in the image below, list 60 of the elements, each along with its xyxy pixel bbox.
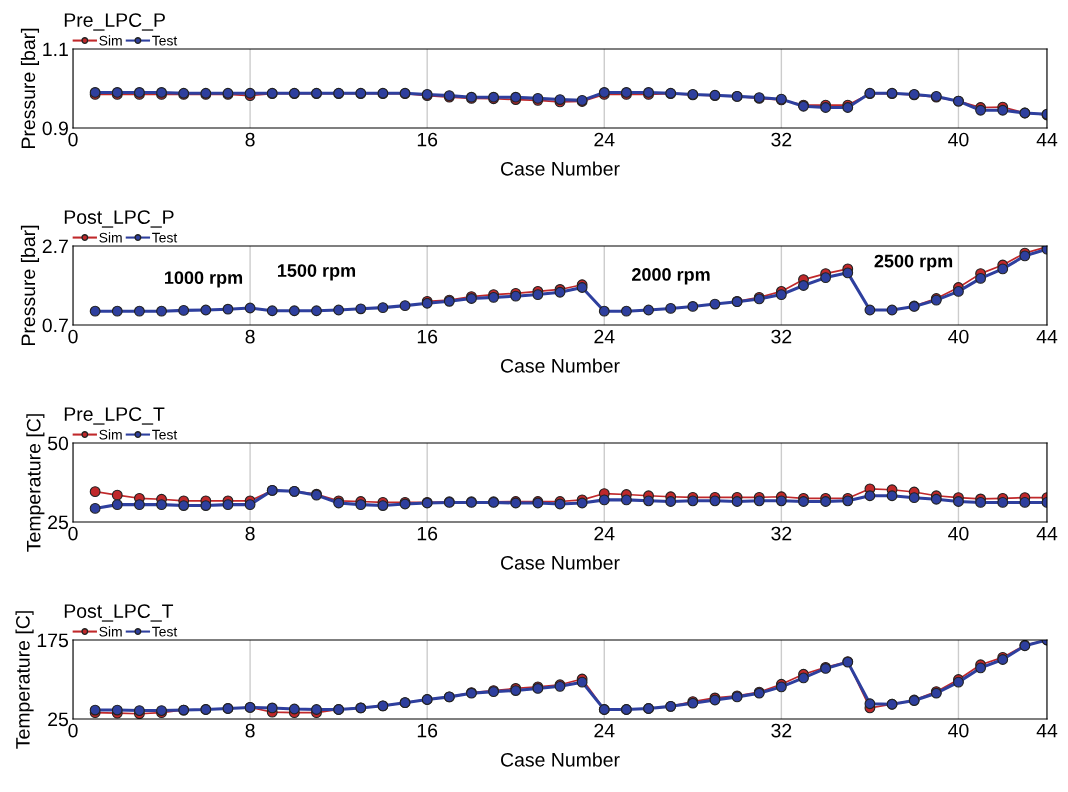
annotation: 1500 rpm bbox=[277, 264, 356, 281]
x-axis-title: Case Number bbox=[501, 358, 620, 373]
legend-label: Sim bbox=[99, 232, 122, 243]
x-tick-label: 44 bbox=[1036, 132, 1058, 147]
x-tick-label: 32 bbox=[771, 329, 792, 344]
chart-title: Post_LPC_P bbox=[64, 210, 174, 228]
chart-title: Pre_LPC_P bbox=[64, 13, 165, 31]
annotation: 2500 rpm bbox=[874, 254, 953, 272]
x-tick-label: 40 bbox=[948, 526, 969, 541]
x-tick-label: 24 bbox=[594, 132, 615, 147]
y-axis-title: Pressure [bar] bbox=[20, 28, 40, 148]
x-tick-label: 0 bbox=[68, 526, 78, 541]
x-tick-label: 8 bbox=[245, 723, 255, 738]
y-tick-label: 175 bbox=[37, 633, 69, 648]
x-tick-label: 24 bbox=[594, 329, 615, 344]
x-tick-label: 8 bbox=[245, 132, 255, 147]
y-tick-label: 50 bbox=[47, 436, 69, 451]
legend-label: Sim bbox=[99, 35, 122, 46]
x-tick-label: 40 bbox=[948, 723, 969, 738]
x-axis-title: Case Number bbox=[501, 161, 620, 176]
x-tick-label: 40 bbox=[948, 132, 969, 147]
y-tick-label: 25 bbox=[48, 515, 69, 530]
x-axis-title: Case Number bbox=[501, 752, 620, 767]
x-tick-label: 16 bbox=[417, 132, 438, 147]
y-axis-title: Temperature [C] bbox=[15, 611, 34, 749]
x-tick-label: 44 bbox=[1036, 526, 1058, 541]
legend-label: Sim bbox=[99, 429, 122, 440]
y-tick-label: 25 bbox=[48, 712, 69, 727]
x-tick-label: 44 bbox=[1036, 329, 1058, 344]
y-tick-label: 1.1 bbox=[43, 42, 68, 57]
x-axis-title: Case Number bbox=[501, 555, 620, 570]
x-tick-label: 16 bbox=[417, 526, 438, 541]
x-tick-label: 24 bbox=[594, 723, 615, 738]
x-tick-label: 44 bbox=[1036, 723, 1058, 738]
x-tick-label: 0 bbox=[68, 723, 78, 738]
y-tick-label: 2.7 bbox=[42, 239, 68, 254]
x-tick-label: 40 bbox=[948, 329, 969, 344]
legend-label: Test bbox=[152, 232, 178, 243]
x-tick-label: 8 bbox=[245, 526, 255, 541]
chart-title: Pre_LPC_T bbox=[64, 407, 165, 425]
legend-label: Test bbox=[152, 626, 178, 637]
x-tick-label: 32 bbox=[771, 526, 792, 541]
y-axis-title: Pressure [bar] bbox=[20, 225, 40, 345]
y-tick-label: 0.7 bbox=[42, 318, 68, 333]
x-tick-label: 32 bbox=[771, 723, 792, 738]
y-tick-label: 0.9 bbox=[42, 121, 68, 136]
annotation: 1000 rpm bbox=[165, 271, 243, 288]
x-tick-label: 16 bbox=[417, 723, 438, 738]
x-tick-label: 8 bbox=[245, 329, 255, 344]
annotation: 2000 rpm bbox=[632, 268, 710, 285]
x-tick-label: 24 bbox=[594, 526, 615, 541]
x-tick-label: 32 bbox=[771, 132, 792, 147]
chart-title: Post_LPC_T bbox=[64, 604, 174, 622]
x-tick-label: 0 bbox=[68, 132, 78, 147]
legend-label: Sim bbox=[99, 626, 122, 637]
legend-label: Test bbox=[152, 429, 178, 440]
x-tick-label: 16 bbox=[417, 329, 438, 344]
x-tick-label: 0 bbox=[68, 329, 78, 344]
y-axis-title: Temperature [C] bbox=[26, 414, 45, 552]
legend-label: Test bbox=[152, 35, 178, 46]
